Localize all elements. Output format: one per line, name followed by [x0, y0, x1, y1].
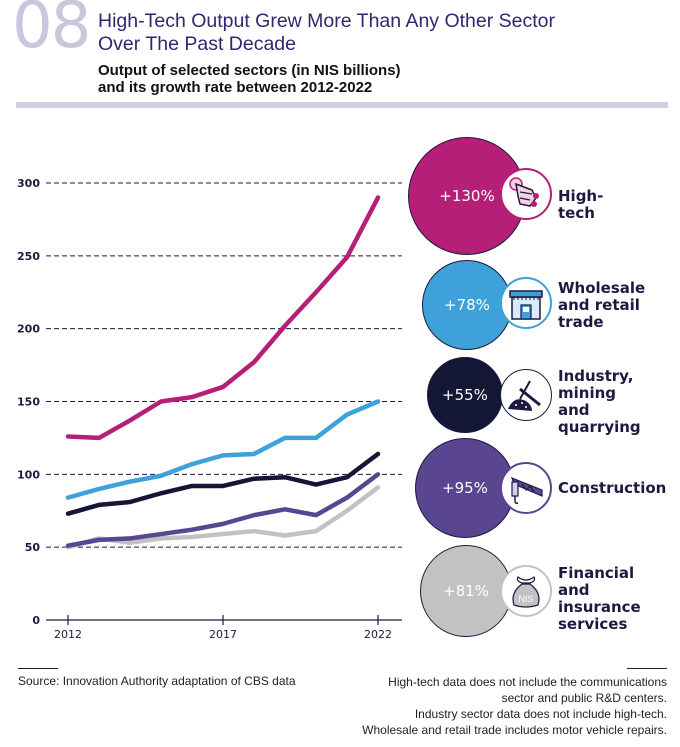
label-line: mining and [558, 384, 617, 419]
footnotes: High-tech data does not include the comm… [362, 674, 667, 738]
y-tick-label: 250 [17, 250, 40, 263]
sector-label: Financial and insurance services [558, 565, 641, 633]
y-tick-label: 200 [17, 323, 40, 336]
label-line: and retail [558, 296, 640, 314]
crane-icon [500, 462, 552, 514]
label-line: Wholesale [558, 279, 646, 297]
robot-hand-icon [500, 168, 552, 220]
header-divider [16, 102, 668, 108]
label-line: Construction [558, 479, 667, 497]
chart-number: 08 [12, 0, 91, 63]
growth-bubble: +78% [422, 260, 512, 350]
sector-label: Industry, mining and quarrying [558, 368, 641, 436]
subtitle-line-2: and its growth rate between 2012-2022 [98, 79, 373, 96]
label-line: High-tech [558, 187, 604, 222]
sector-label: Wholesale and retail trade [558, 280, 645, 331]
y-tick-label: 150 [17, 396, 40, 409]
x-tick-label: 2022 [364, 628, 392, 641]
x-tick-label: 2017 [209, 628, 237, 641]
store-icon [500, 277, 552, 329]
nis-text: NIS [518, 594, 533, 604]
growth-bubble: +55% [427, 357, 503, 433]
title-line-1: High-Tech Output Grew More Than Any Othe… [98, 10, 556, 32]
subtitle-line-1: Output of selected sectors (in NIS billi… [98, 62, 401, 79]
label-line: Industry, [558, 367, 634, 385]
label-line: Financial and [558, 564, 635, 599]
label-line: services [558, 615, 628, 633]
series-line-high-tech [65, 195, 381, 441]
y-tick-label: 100 [17, 468, 40, 481]
footnote: Industry sector data does not include hi… [414, 707, 667, 721]
series-line-construction [65, 472, 381, 548]
series-line-financial-and-insurance-services [65, 485, 381, 550]
series-line-wholesale-and-retail-trade [65, 399, 381, 500]
growth-bubble: +95% [415, 438, 515, 538]
chart-title: High-Tech Output Grew More Than Any Othe… [98, 10, 658, 56]
label-line: insurance [558, 598, 641, 616]
chart-subtitle: Output of selected sectors (in NIS billi… [98, 62, 598, 96]
label-line: quarrying [558, 418, 641, 436]
sector-label: High-tech [558, 188, 603, 222]
pickaxe-icon [500, 369, 552, 421]
line-chart: 0 50 100 150 200 250 300 2012 2017 2022 [17, 177, 402, 641]
y-tick-label: 300 [17, 177, 40, 190]
label-line: trade [558, 313, 604, 331]
footer-rule-left [18, 668, 58, 669]
y-tick-label: 50 [25, 541, 41, 554]
footnote: sector and public R&D centers. [501, 691, 667, 705]
growth-bubble: +81% [420, 545, 512, 637]
series-line-industry-mining-and-quarrying [65, 451, 381, 516]
footer-rule-right [627, 668, 667, 669]
y-tick-label: 0 [32, 614, 40, 627]
source-note: Source: Innovation Authority adaptation … [18, 674, 296, 688]
x-tick-label: 2012 [54, 628, 82, 641]
footnote: Wholesale and retail trade includes moto… [362, 723, 667, 737]
title-line-2: Over The Past Decade [98, 33, 296, 55]
footnote: High-tech data does not include the comm… [388, 675, 667, 689]
money-bag-icon: NIS [500, 565, 552, 617]
sector-label: Construction [558, 480, 666, 497]
